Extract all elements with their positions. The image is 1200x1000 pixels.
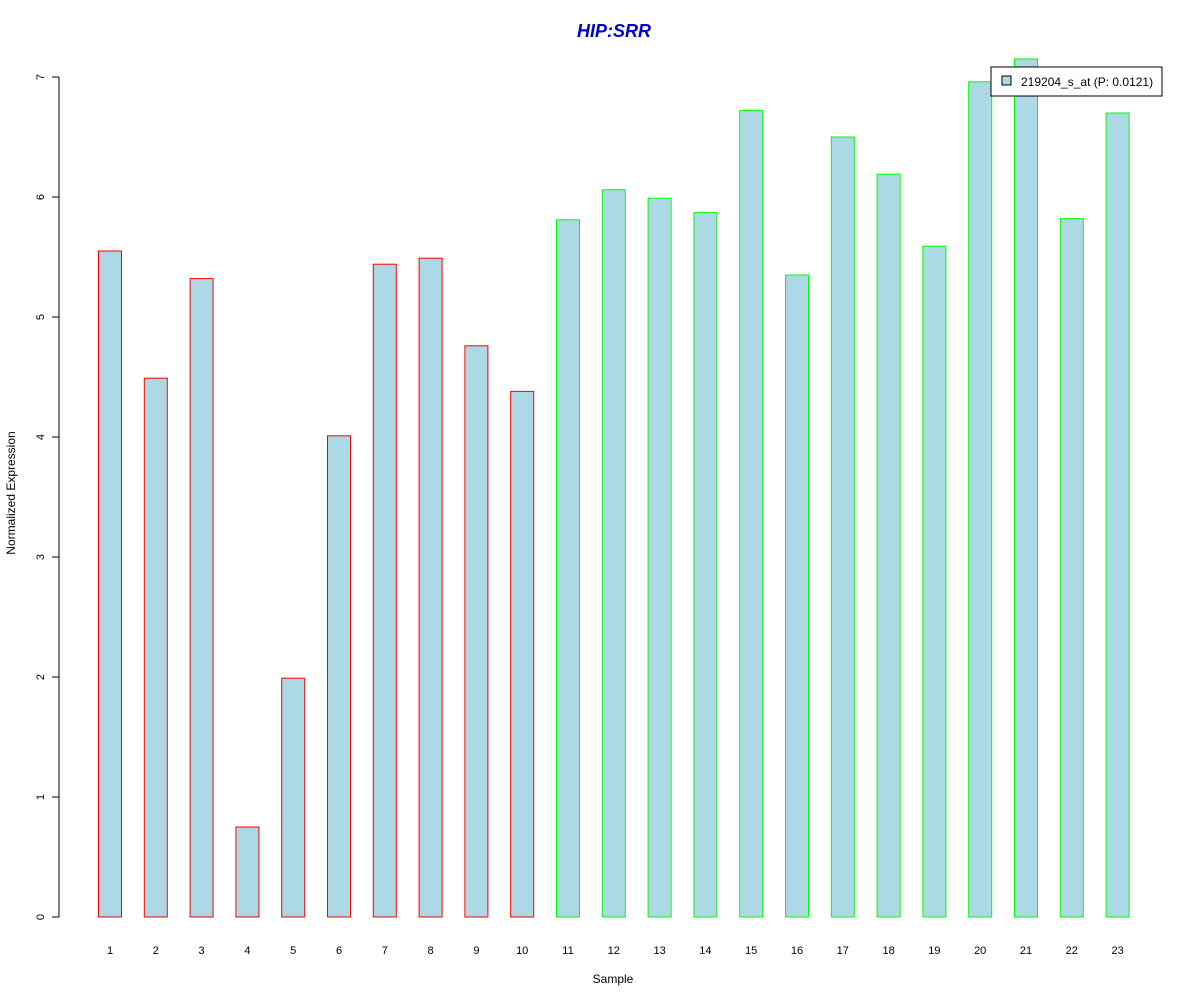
bar-sample-13 bbox=[647, 197, 672, 918]
bar-sample-14 bbox=[693, 212, 718, 918]
bar-sample-17 bbox=[830, 136, 855, 918]
y-tick-label: 7 bbox=[35, 74, 47, 80]
bar-sample-15 bbox=[739, 110, 764, 918]
x-tick-label: 14 bbox=[699, 945, 711, 957]
x-axis-tick-labels: 1 2 3 4 5 6 7 8 9 10 11 12 13 14 15 16 17 18 19 20 21 22 23 bbox=[107, 945, 1124, 957]
x-tick-label: 17 bbox=[837, 945, 849, 957]
bar-sample-11 bbox=[556, 219, 580, 918]
bar-sample-9 bbox=[464, 345, 489, 918]
x-tick-label: 13 bbox=[653, 945, 665, 957]
y-tick-label: 2 bbox=[35, 674, 47, 680]
y-tick-label: 0 bbox=[35, 914, 47, 920]
x-tick-label: 15 bbox=[745, 945, 757, 957]
x-tick-label: 7 bbox=[382, 945, 388, 957]
x-tick-label: 23 bbox=[1111, 945, 1123, 957]
bar-sample-3 bbox=[189, 278, 214, 918]
bar-sample-20 bbox=[968, 81, 993, 918]
x-tick-label: 12 bbox=[608, 945, 620, 957]
x-tick-label: 22 bbox=[1066, 945, 1078, 957]
x-tick-label: 20 bbox=[974, 945, 986, 957]
x-tick-label: 9 bbox=[473, 945, 479, 957]
x-tick-label: 16 bbox=[791, 945, 803, 957]
bar-sample-12 bbox=[601, 189, 626, 918]
bars-group bbox=[98, 58, 1130, 918]
x-tick-label: 1 bbox=[107, 945, 113, 957]
y-tick-label: 4 bbox=[35, 434, 47, 440]
y-tick-label: 6 bbox=[35, 194, 47, 200]
x-tick-label: 6 bbox=[336, 945, 342, 957]
bar-sample-4 bbox=[235, 826, 260, 918]
bar-sample-18 bbox=[876, 173, 901, 918]
legend-swatch bbox=[1001, 75, 1012, 86]
x-tick-label: 18 bbox=[882, 945, 894, 957]
x-tick-label: 11 bbox=[562, 945, 573, 957]
chart-title: HIP:SRR bbox=[577, 21, 651, 41]
bar-sample-21 bbox=[1014, 58, 1038, 918]
bar-sample-19 bbox=[922, 245, 947, 918]
y-tick-label: 3 bbox=[35, 554, 47, 560]
bar-sample-8 bbox=[418, 257, 443, 918]
x-tick-label: 8 bbox=[428, 945, 434, 957]
legend-box bbox=[990, 66, 1163, 97]
x-tick-label: 19 bbox=[928, 945, 940, 957]
bar-sample-2 bbox=[143, 377, 168, 918]
bar-sample-5 bbox=[281, 677, 306, 918]
y-tick-label: 1 bbox=[35, 794, 47, 800]
x-tick-label: 3 bbox=[199, 945, 205, 957]
x-tick-label: 21 bbox=[1020, 945, 1032, 957]
x-axis-label: Sample bbox=[593, 972, 634, 986]
legend-label: 219204_s_at (P: 0.0121) bbox=[1021, 75, 1153, 89]
bar-sample-7 bbox=[372, 263, 397, 918]
bar-sample-23 bbox=[1105, 112, 1130, 918]
legend: 219204_s_at (P: 0.0121) bbox=[990, 66, 1163, 97]
bar-sample-10 bbox=[510, 390, 535, 918]
x-tick-label: 4 bbox=[244, 945, 250, 957]
x-tick-label: 10 bbox=[516, 945, 528, 957]
y-axis-label: Normalized Expression bbox=[4, 431, 18, 554]
bar-sample-22 bbox=[1059, 218, 1084, 918]
y-axis: 0 1 2 3 4 5 6 7 bbox=[35, 74, 60, 920]
bar-sample-1 bbox=[98, 250, 122, 918]
x-tick-label: 5 bbox=[290, 945, 296, 957]
bar-sample-6 bbox=[327, 435, 351, 918]
y-tick-label: 5 bbox=[35, 314, 47, 320]
bar-sample-16 bbox=[785, 274, 809, 918]
x-tick-label: 2 bbox=[153, 945, 159, 957]
